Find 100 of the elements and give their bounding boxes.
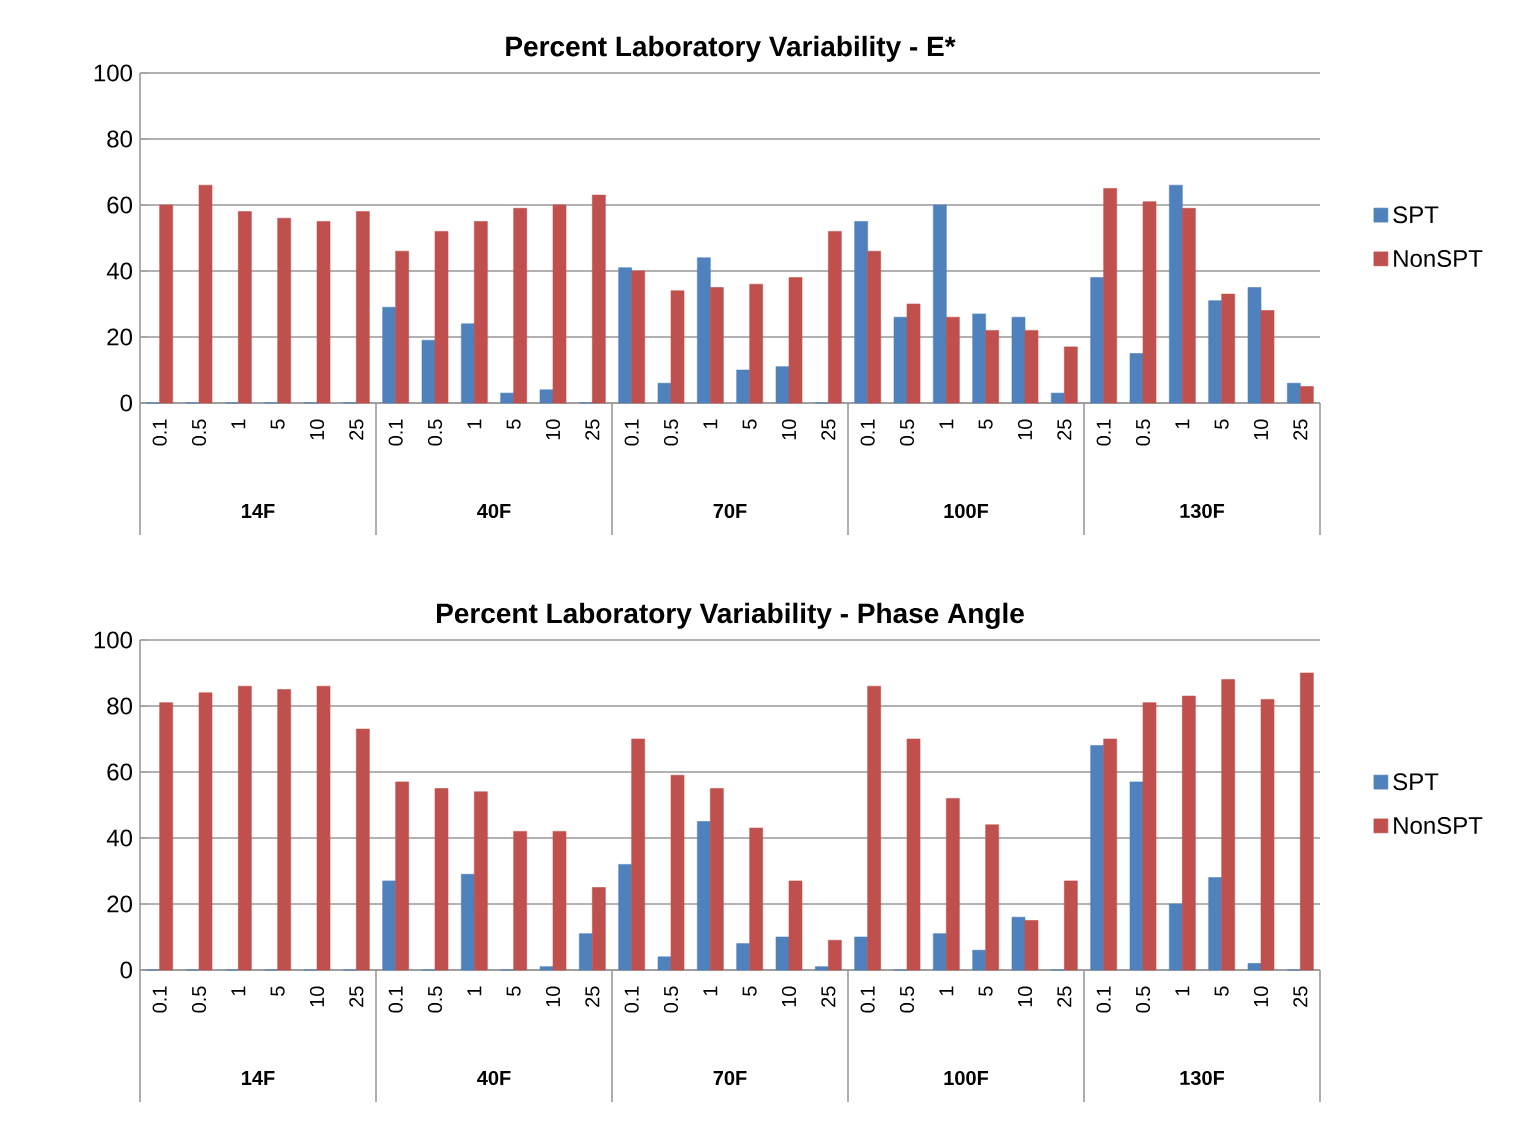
x-tick-label: 0.5 bbox=[663, 986, 679, 1013]
bar bbox=[946, 316, 960, 404]
x-tick-label: 0.5 bbox=[899, 419, 915, 446]
text: 130F bbox=[1180, 1070, 1225, 1086]
x-tick-label: 0.5 bbox=[1135, 419, 1151, 446]
text: 100F bbox=[944, 503, 989, 519]
bar bbox=[828, 940, 842, 971]
bar bbox=[552, 204, 567, 404]
bar bbox=[1247, 963, 1262, 971]
y-tick-label: 100 bbox=[94, 64, 132, 82]
bar bbox=[159, 204, 173, 404]
x-tick-label: 5 bbox=[270, 986, 285, 996]
bar bbox=[1169, 903, 1183, 971]
bar bbox=[906, 738, 921, 971]
bar bbox=[867, 250, 881, 404]
bar bbox=[1182, 208, 1196, 404]
bar bbox=[867, 685, 881, 971]
y-tick-label: 40 bbox=[106, 829, 133, 847]
bar bbox=[1129, 781, 1144, 971]
x-tick-label: 0.5 bbox=[427, 419, 443, 446]
x-tick-label: 1 bbox=[231, 986, 246, 996]
x-tick-label: 25 bbox=[585, 986, 600, 1007]
bar bbox=[1182, 695, 1196, 971]
bar bbox=[592, 887, 606, 971]
bar bbox=[1103, 738, 1117, 971]
bar bbox=[579, 933, 593, 971]
bar bbox=[985, 824, 999, 971]
bar bbox=[1260, 310, 1275, 404]
bar bbox=[749, 827, 763, 971]
bar bbox=[657, 382, 672, 404]
bar bbox=[710, 287, 724, 404]
legend-label: SPT bbox=[1393, 773, 1439, 791]
bar bbox=[1011, 916, 1026, 971]
bar bbox=[933, 933, 947, 971]
x-tick-label: 5 bbox=[1214, 419, 1229, 429]
legend-label: SPT bbox=[1393, 206, 1439, 224]
bar bbox=[972, 949, 986, 971]
x-tick-label: 25 bbox=[585, 419, 600, 440]
bar bbox=[1247, 287, 1262, 404]
bar bbox=[316, 685, 331, 971]
bar bbox=[1300, 386, 1314, 404]
bar bbox=[1287, 382, 1301, 404]
y-tick-label: 100 bbox=[94, 631, 132, 649]
chart-title: Percent Laboratory Variability - E* bbox=[506, 35, 956, 62]
bar bbox=[1051, 392, 1065, 404]
x-tick-label: 1 bbox=[467, 419, 482, 429]
y-tick-label: 20 bbox=[107, 328, 133, 346]
y-tick-label: 0 bbox=[120, 961, 133, 979]
bar bbox=[788, 880, 803, 971]
text: 70F bbox=[713, 503, 747, 519]
bar bbox=[474, 791, 488, 971]
x-tick-label: 0.1 bbox=[1096, 986, 1111, 1013]
x-tick-label: 5 bbox=[742, 986, 757, 996]
bar bbox=[461, 874, 475, 971]
bar bbox=[356, 728, 370, 971]
x-tick-label: 25 bbox=[821, 419, 836, 440]
x-tick-label: 5 bbox=[742, 419, 757, 429]
bar bbox=[736, 943, 750, 971]
bar bbox=[1260, 699, 1275, 971]
bar bbox=[1090, 277, 1104, 404]
bar bbox=[434, 788, 449, 971]
bar bbox=[1142, 702, 1157, 971]
bar bbox=[198, 184, 213, 404]
text: 14F bbox=[242, 504, 275, 518]
text: 130F bbox=[1180, 503, 1225, 519]
bar bbox=[906, 303, 921, 404]
y-tick-label: 60 bbox=[107, 196, 133, 214]
bar bbox=[356, 211, 370, 404]
bar bbox=[277, 689, 291, 971]
bar bbox=[539, 389, 554, 404]
bar bbox=[828, 231, 842, 404]
x-tick-label: 5 bbox=[506, 986, 521, 996]
bar bbox=[1142, 201, 1157, 404]
x-tick-label: 10 bbox=[1253, 419, 1269, 440]
x-tick-label: 25 bbox=[349, 419, 364, 440]
x-tick-label: 0.5 bbox=[191, 419, 207, 446]
y-tick-label: 60 bbox=[107, 763, 133, 781]
x-tick-label: 1 bbox=[1175, 419, 1190, 429]
y-tick-label: 80 bbox=[107, 697, 133, 715]
x-tick-label: 10 bbox=[1017, 419, 1033, 440]
bar bbox=[592, 194, 606, 404]
x-tick-label: 0.5 bbox=[191, 986, 207, 1013]
bar bbox=[395, 781, 409, 971]
x-tick-label: 25 bbox=[1057, 986, 1072, 1007]
bar bbox=[1024, 920, 1039, 971]
text: 40F bbox=[477, 1070, 511, 1086]
bar bbox=[972, 313, 986, 404]
x-tick-label: 10 bbox=[545, 419, 561, 440]
text: 14F bbox=[242, 1071, 275, 1085]
bar bbox=[893, 316, 908, 404]
bar bbox=[670, 775, 685, 971]
bar bbox=[461, 323, 475, 404]
bar bbox=[316, 221, 331, 404]
bar bbox=[657, 956, 672, 971]
bar bbox=[815, 966, 829, 971]
bar bbox=[513, 831, 527, 971]
bar bbox=[552, 831, 567, 971]
x-tick-label: 25 bbox=[1293, 986, 1308, 1007]
chart-title: Percent Laboratory Variability - Phase Angle bbox=[437, 602, 1024, 629]
bar bbox=[1221, 679, 1235, 971]
